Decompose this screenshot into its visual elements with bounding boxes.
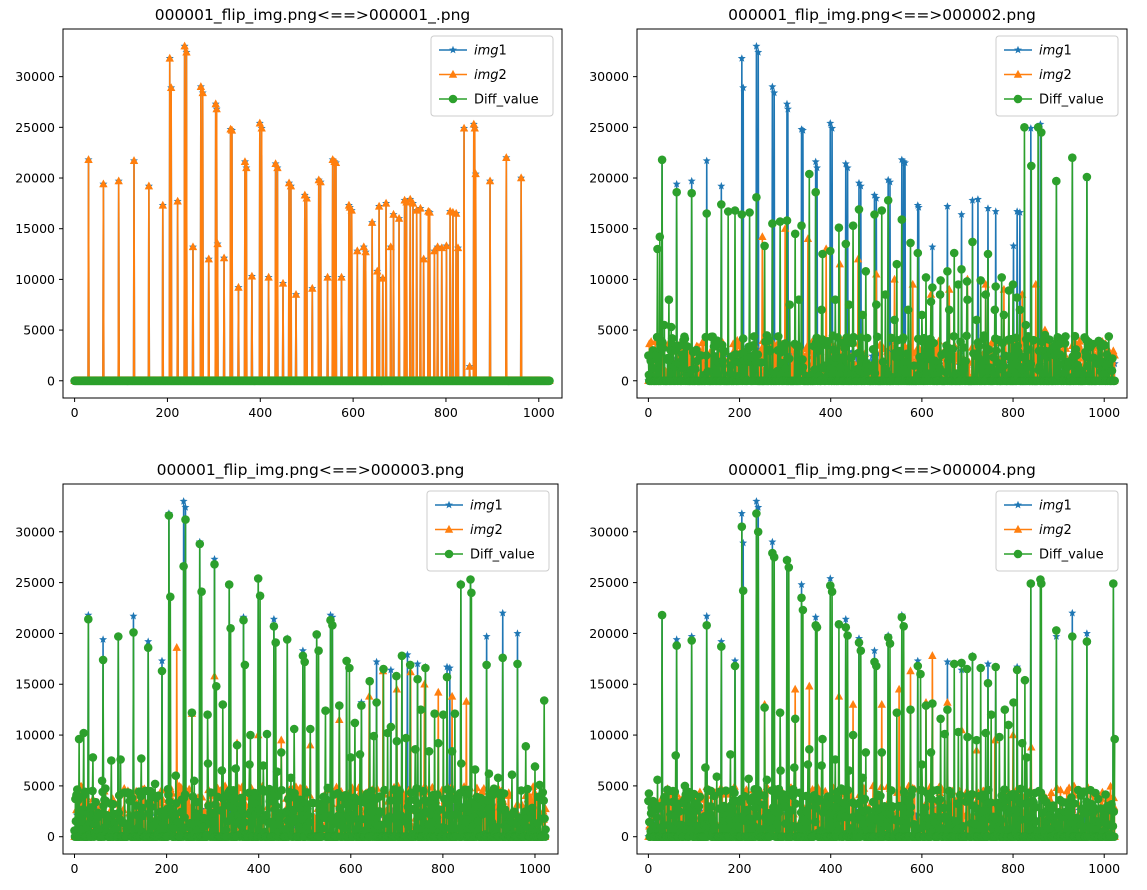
y-tick-label: 0	[47, 373, 55, 388]
data-point	[872, 270, 880, 278]
legend-label-img2: img2	[474, 68, 507, 83]
x-tick-label: 0	[71, 405, 79, 420]
legend-label-img1: img1	[474, 44, 507, 59]
data-point	[545, 377, 554, 386]
y-tick-label: 30000	[15, 69, 55, 84]
data-point	[945, 285, 953, 293]
x-tick-label: 800	[434, 405, 458, 420]
legend: img1 img2 Diff_value	[431, 36, 553, 116]
y-tick-label: 15000	[15, 221, 55, 236]
series-diff	[70, 377, 554, 386]
y-tick-label: 25000	[15, 120, 55, 135]
y-tick-label: 5000	[23, 323, 55, 338]
chart-title: 000001_flip_img.png<==>000001_.png	[155, 6, 471, 25]
x-tick-label: 600	[341, 405, 365, 420]
data-point	[804, 234, 812, 242]
x-tick-label: 200	[156, 405, 180, 420]
y-tick-label: 10000	[15, 272, 55, 287]
x-tick-label: 400	[248, 405, 272, 420]
x-tick-label: 1000	[523, 405, 555, 420]
y-tick-label: 20000	[15, 171, 55, 186]
data-point	[758, 232, 766, 240]
chart-title: 000001_flip_img.png<==>000002.png	[728, 6, 1036, 25]
legend-label-diff: Diff_value	[474, 93, 539, 108]
subplot-1: 000001_flip_img.png<==>000001_.png 0 200 40…	[15, 6, 562, 420]
legend-marker-diff	[449, 95, 458, 104]
